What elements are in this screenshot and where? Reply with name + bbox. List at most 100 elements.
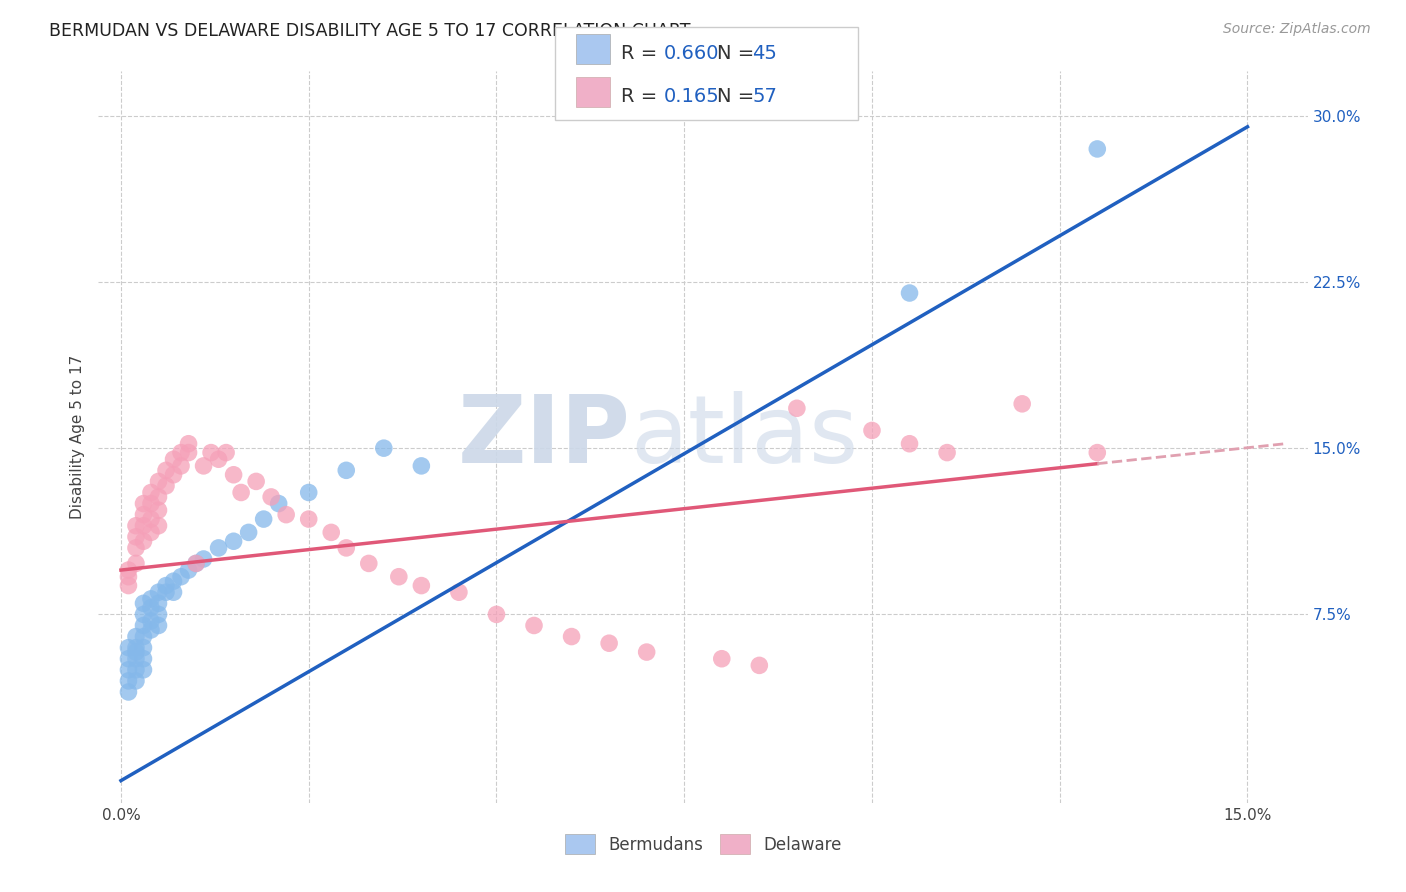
Point (132, 630, 155, 644)
Point (139, 591, 162, 606)
Point (117, 673, 139, 688)
Text: 0.165: 0.165 (664, 87, 720, 106)
Point (177, 436, 200, 450)
Point (132, 508, 155, 522)
Point (148, 503, 170, 517)
Point (132, 651, 155, 665)
Point (447, 585, 470, 599)
Point (162, 467, 184, 482)
Point (148, 490, 170, 504)
Point (523, 618, 546, 632)
Point (170, 445, 193, 459)
Point (162, 452, 184, 467)
Point (132, 518, 155, 533)
Point (139, 600, 162, 615)
Point (162, 574, 184, 589)
Point (253, 512, 276, 526)
Point (125, 630, 148, 644)
Point (710, 651, 733, 665)
Text: Source: ZipAtlas.com: Source: ZipAtlas.com (1223, 22, 1371, 37)
Text: BERMUDAN VS DELAWARE DISABILITY AGE 5 TO 17 CORRELATION CHART: BERMUDAN VS DELAWARE DISABILITY AGE 5 TO… (49, 22, 690, 40)
Point (207, 541, 229, 555)
Point (193, 458, 215, 473)
Text: R =: R = (621, 44, 664, 62)
Point (335, 541, 357, 555)
Point (1085, 445, 1108, 459)
Point (170, 458, 193, 473)
Point (184, 557, 207, 571)
Point (170, 570, 193, 584)
Point (139, 485, 162, 500)
Point (125, 651, 148, 665)
Point (148, 518, 170, 533)
Text: 45: 45 (752, 44, 778, 62)
Point (139, 525, 162, 540)
Point (155, 463, 177, 477)
Point (139, 614, 162, 628)
Point (1085, 142, 1108, 156)
Point (125, 645, 148, 659)
Point (177, 563, 200, 577)
Point (485, 607, 508, 622)
Point (860, 424, 883, 438)
Text: R =: R = (621, 87, 671, 106)
Point (748, 658, 770, 673)
Point (132, 618, 155, 632)
Point (193, 552, 215, 566)
Point (139, 623, 162, 637)
Point (148, 475, 170, 489)
Point (321, 525, 343, 540)
Point (132, 663, 155, 677)
Point (411, 458, 433, 473)
Point (222, 467, 245, 482)
Point (139, 497, 162, 511)
Point (132, 640, 155, 655)
Point (155, 479, 177, 493)
Point (1011, 397, 1033, 411)
Point (117, 563, 139, 577)
Text: ZIP: ZIP (457, 391, 630, 483)
Point (125, 640, 148, 655)
Point (117, 663, 139, 677)
Point (411, 578, 433, 592)
Point (148, 596, 170, 610)
Point (207, 452, 229, 467)
Point (357, 557, 380, 571)
Point (125, 663, 148, 677)
Point (155, 578, 177, 592)
Point (132, 497, 155, 511)
Point (898, 436, 921, 450)
Point (148, 607, 170, 622)
Text: atlas: atlas (630, 391, 859, 483)
Point (200, 445, 222, 459)
Point (117, 685, 139, 699)
Point (335, 463, 357, 477)
Point (117, 578, 139, 592)
Point (177, 445, 200, 459)
Text: N =: N = (717, 44, 761, 62)
Point (267, 497, 290, 511)
Point (786, 401, 808, 416)
Point (125, 673, 148, 688)
Point (132, 607, 155, 622)
Y-axis label: Disability Age 5 to 17: Disability Age 5 to 17 (69, 355, 84, 519)
Point (132, 534, 155, 549)
Point (215, 445, 238, 459)
Point (598, 636, 620, 650)
Point (636, 645, 658, 659)
Point (222, 534, 245, 549)
Point (125, 541, 148, 555)
Point (184, 557, 207, 571)
Point (260, 490, 283, 504)
Point (155, 585, 177, 599)
Point (125, 518, 148, 533)
Point (117, 570, 139, 584)
Text: 0.660: 0.660 (664, 44, 718, 62)
Point (117, 651, 139, 665)
Point (373, 441, 395, 455)
Point (936, 445, 959, 459)
Point (298, 485, 321, 500)
Point (898, 285, 921, 300)
Point (139, 512, 162, 526)
Point (148, 618, 170, 632)
